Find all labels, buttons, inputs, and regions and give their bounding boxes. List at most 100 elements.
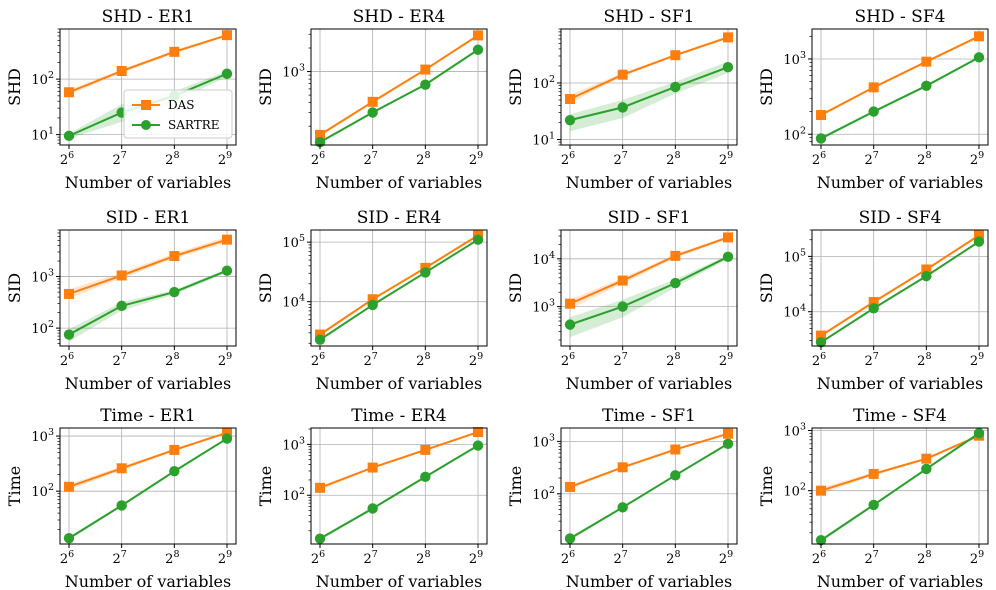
chart-title: SHD - ER4 bbox=[353, 7, 446, 27]
data-point-sartre bbox=[722, 438, 734, 449]
axes-frame bbox=[310, 28, 488, 146]
data-point-sartre bbox=[921, 463, 932, 475]
series-line-das bbox=[820, 434, 980, 492]
data-point-das bbox=[222, 427, 232, 438]
chart-title: SID - ER1 bbox=[106, 208, 191, 228]
data-point-sartre bbox=[367, 299, 378, 311]
chart-title: SHD - ER1 bbox=[102, 7, 195, 27]
chart-shd-sf4: 26 27 28 29 102 103 SHD - SF4 Number of variabl… bbox=[757, 7, 989, 192]
y-tick-label: 102 bbox=[783, 482, 806, 500]
series-line-sartre bbox=[319, 444, 479, 540]
x-tick-label: 28 bbox=[416, 351, 430, 369]
legend: DAS SARTRE bbox=[123, 89, 233, 139]
data-point-sartre bbox=[367, 503, 378, 514]
x-tick-label: 28 bbox=[666, 549, 680, 567]
data-point-das bbox=[116, 463, 127, 474]
data-point-sartre bbox=[722, 62, 734, 73]
y-tick-label: 104 bbox=[532, 250, 555, 268]
data-point-das bbox=[315, 482, 325, 493]
data-point-sartre bbox=[564, 114, 576, 126]
data-point-sartre bbox=[116, 500, 127, 511]
x-tick-label: 29 bbox=[719, 549, 733, 567]
axes-frame bbox=[811, 229, 989, 347]
chart-shd-er4: 26 27 28 29 103 SHD - ER4 Number of variables S… bbox=[256, 7, 488, 192]
data-point-sartre bbox=[921, 270, 932, 282]
confidence-band-das bbox=[69, 236, 227, 299]
x-tick-label: 29 bbox=[719, 351, 733, 369]
data-point-das bbox=[222, 234, 232, 245]
x-axis-label: Number of variables bbox=[316, 374, 482, 393]
chart-title: Time - SF1 bbox=[602, 406, 696, 426]
y-axis-label: SID bbox=[256, 273, 275, 303]
series-line-sartre bbox=[569, 442, 729, 540]
x-axis-label: Number of variables bbox=[817, 374, 983, 393]
series-line-sartre bbox=[820, 240, 980, 344]
chart-sid-sf1: 26 27 28 29 103 104 SID - SF1 Number of variabl… bbox=[506, 208, 738, 393]
data-point-das bbox=[116, 270, 127, 281]
chart-title: SID - SF1 bbox=[608, 208, 691, 228]
data-point-sartre bbox=[420, 79, 431, 90]
x-tick-label: 27 bbox=[364, 549, 378, 567]
data-point-sartre bbox=[868, 106, 879, 117]
x-tick-label: 28 bbox=[416, 150, 430, 168]
series-line-das bbox=[569, 236, 729, 305]
chart-time-sf1: 26 27 28 29 102 103 Time - SF1 Number of variab… bbox=[506, 406, 738, 590]
data-point-das bbox=[723, 32, 733, 43]
data-point-sartre bbox=[670, 81, 681, 93]
series-line-das bbox=[319, 234, 479, 336]
data-point-das bbox=[420, 444, 431, 455]
axes-frame bbox=[811, 28, 989, 146]
data-point-das bbox=[565, 481, 575, 492]
y-tick-label: 104 bbox=[282, 293, 305, 311]
x-axis-label: Number of variables bbox=[817, 173, 983, 192]
x-tick-label: 28 bbox=[917, 549, 931, 567]
data-point-das bbox=[617, 462, 628, 473]
x-tick-label: 27 bbox=[865, 351, 879, 369]
x-tick-label: 26 bbox=[311, 351, 325, 369]
series-line-das bbox=[820, 35, 980, 116]
chart-title: Time - ER4 bbox=[351, 406, 447, 426]
y-tick-label: 102 bbox=[31, 319, 54, 337]
axes-frame bbox=[811, 427, 989, 545]
axes-frame bbox=[59, 427, 237, 545]
x-tick-label: 26 bbox=[311, 549, 325, 567]
data-point-das bbox=[974, 230, 984, 241]
axes-frame bbox=[560, 427, 738, 545]
series-line-das bbox=[319, 34, 479, 136]
data-point-sartre bbox=[815, 337, 827, 348]
chart-sid-sf4: 26 27 28 29 104 105 SID - SF4 Number of variabl… bbox=[757, 208, 989, 393]
data-point-das bbox=[868, 296, 879, 307]
y-axis-label: Time bbox=[5, 466, 24, 506]
y-tick-label: 103 bbox=[532, 432, 555, 450]
data-point-das bbox=[473, 427, 483, 438]
x-axis-label: Number of variables bbox=[316, 173, 482, 192]
data-point-sartre bbox=[722, 251, 734, 263]
x-tick-label: 26 bbox=[60, 150, 74, 168]
x-tick-label: 29 bbox=[719, 150, 733, 168]
data-point-sartre bbox=[63, 130, 75, 142]
series-line-sartre bbox=[319, 238, 479, 341]
chart-title: SHD - SF1 bbox=[604, 7, 695, 27]
x-tick-label: 29 bbox=[970, 351, 984, 369]
data-point-sartre bbox=[868, 499, 879, 511]
x-axis-label: Number of variables bbox=[65, 374, 231, 393]
data-point-das bbox=[670, 50, 681, 61]
chart-title: SID - ER4 bbox=[357, 208, 442, 228]
data-point-sartre bbox=[472, 44, 484, 55]
y-tick-label: 105 bbox=[282, 233, 305, 251]
confidence-band-das bbox=[821, 434, 979, 495]
data-point-sartre bbox=[116, 300, 127, 312]
x-tick-label: 28 bbox=[666, 351, 680, 369]
x-tick-label: 28 bbox=[165, 351, 179, 369]
data-point-das bbox=[367, 96, 378, 107]
x-tick-label: 26 bbox=[812, 150, 826, 168]
x-tick-label: 28 bbox=[666, 150, 680, 168]
data-point-sartre bbox=[472, 440, 484, 451]
x-tick-label: 29 bbox=[469, 549, 483, 567]
data-point-sartre bbox=[314, 334, 326, 345]
data-point-das bbox=[169, 46, 180, 57]
chart-sid-er4: 26 27 28 29 104 105 SID - ER4 Number of variabl… bbox=[256, 208, 488, 393]
data-point-das bbox=[169, 251, 180, 262]
chart-time-er1: 26 27 28 29 102 103 Time - ER1 Number of variab… bbox=[5, 406, 237, 590]
data-point-das bbox=[116, 66, 127, 77]
